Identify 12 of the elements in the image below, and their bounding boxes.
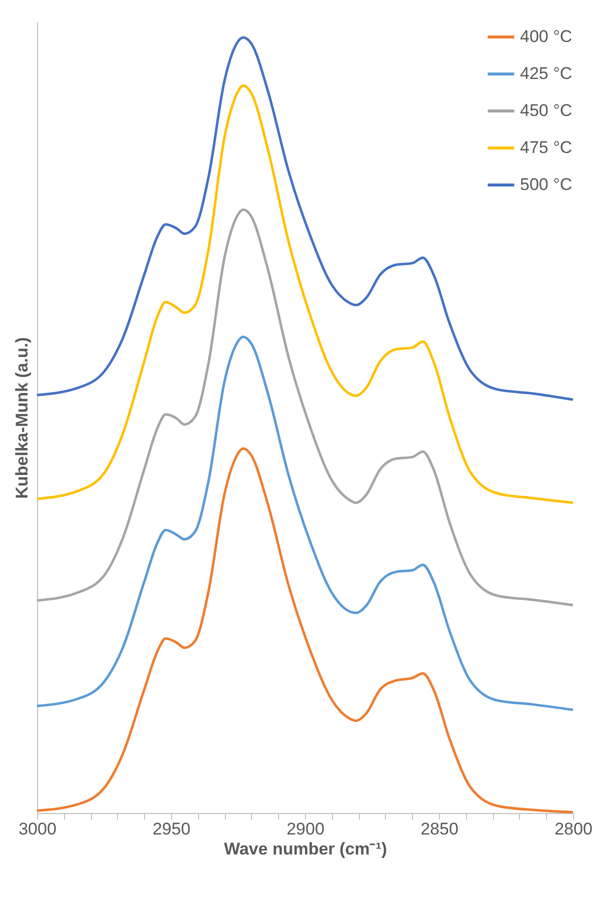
- legend-label: 500 °C: [520, 175, 572, 194]
- x-tick-label: 3000: [18, 820, 56, 838]
- x-tick-label: 2950: [152, 820, 190, 838]
- y-axis-title: Kubelka-Munk (a.u.): [12, 337, 32, 499]
- x-tick-label: 2800: [554, 820, 592, 838]
- legend-label: 400 °C: [520, 27, 572, 46]
- legend-label: 425 °C: [520, 64, 572, 83]
- x-tick-label: 2850: [420, 820, 458, 838]
- x-axis-title: Wave number (cm⁻¹): [224, 840, 388, 858]
- x-tick-label: 2900: [286, 820, 324, 838]
- legend-label: 450 °C: [520, 101, 572, 120]
- legend-label: 475 °C: [520, 138, 572, 157]
